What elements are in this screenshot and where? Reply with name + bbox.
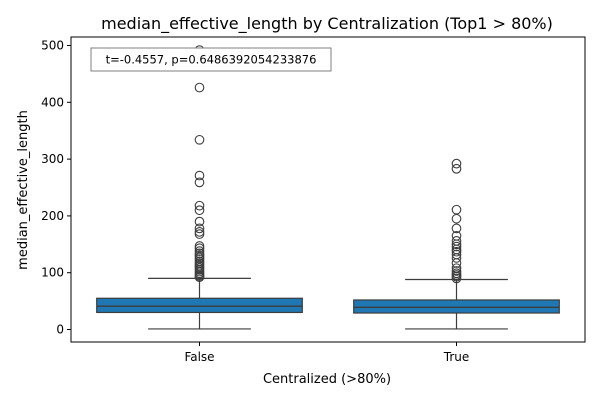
stats-annotation: t=-0.4557, p=0.6486392054233876 xyxy=(90,47,332,72)
outlier-point xyxy=(194,170,205,181)
outlier-point xyxy=(451,223,462,234)
outlier-point xyxy=(451,158,462,169)
y-tick-label: 100 xyxy=(41,266,64,280)
outlier-point xyxy=(194,177,205,188)
outlier-point xyxy=(451,266,462,276)
outlier-point xyxy=(194,246,205,256)
box-group-false xyxy=(96,45,303,330)
y-axis: 0 100 200 300 400 500 xyxy=(41,39,71,337)
iqr-box xyxy=(96,297,303,314)
y-tick-label: 200 xyxy=(41,209,64,223)
outlier-point xyxy=(194,229,205,239)
outlier-point xyxy=(194,82,205,93)
outlier-point xyxy=(194,241,205,251)
iqr-box xyxy=(353,299,560,314)
plot-area-frame xyxy=(70,36,586,343)
outlier-point xyxy=(194,223,205,234)
outlier-point xyxy=(194,272,205,283)
x-tick-label: True xyxy=(443,350,470,364)
outlier-point xyxy=(194,205,205,216)
annotation-box xyxy=(90,47,332,72)
outlier-point xyxy=(451,253,462,263)
outlier-point xyxy=(451,273,462,284)
outlier-point xyxy=(451,239,462,250)
y-tick-label: 400 xyxy=(41,95,64,109)
annotation-text: t=-0.4557, p=0.6486392054233876 xyxy=(106,53,317,67)
y-tick-label: 0 xyxy=(56,323,64,337)
outlier-point xyxy=(451,163,462,174)
outlier-point xyxy=(451,258,462,268)
box-group-true xyxy=(353,158,560,330)
box-groups xyxy=(96,45,560,330)
outlier-point xyxy=(194,248,205,259)
chart-title: median_effective_length by Centralizatio… xyxy=(101,14,553,34)
outlier-point xyxy=(194,226,205,237)
x-axis-label: Centralized (>80%) xyxy=(263,372,391,387)
outlier-point xyxy=(451,204,462,215)
outlier-point xyxy=(451,213,462,224)
outlier-point xyxy=(451,241,462,252)
y-tick-label: 300 xyxy=(41,152,64,166)
outlier-point xyxy=(194,200,205,211)
outlier-point xyxy=(194,216,205,227)
x-tick-label: False xyxy=(184,350,214,364)
x-axis: False True xyxy=(184,342,469,364)
outlier-point xyxy=(194,134,205,145)
outlier-point xyxy=(451,246,462,257)
y-axis-label: median_effective_length xyxy=(16,110,31,270)
y-tick-label: 500 xyxy=(41,39,64,53)
